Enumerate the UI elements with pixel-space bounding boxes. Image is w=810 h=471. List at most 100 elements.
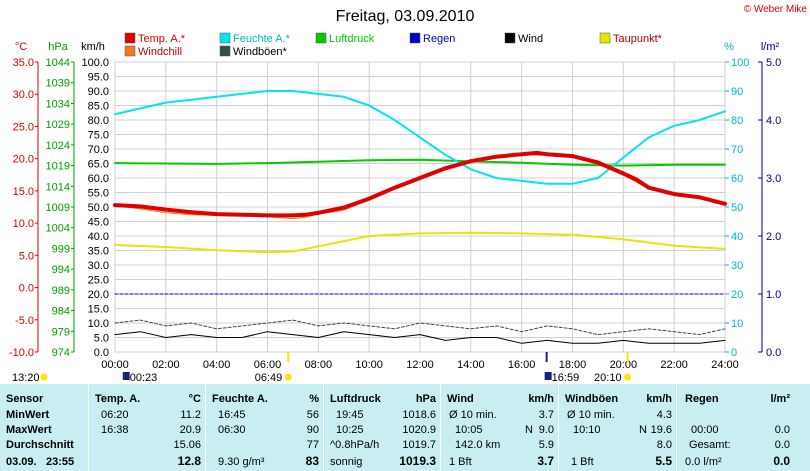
kmh-tick-label: 0.0	[94, 347, 109, 359]
percent-tick-label: 30	[731, 260, 743, 272]
kmh-tick-label: 10.0	[88, 318, 109, 330]
row-label-avg: Durchschnitt	[6, 439, 74, 451]
moon-time-b: 16:59	[552, 372, 580, 384]
sun-moon-row: 13:20 00:23 06:49 16:59 20:10	[12, 352, 632, 384]
percent-tick-label: 80	[731, 115, 743, 127]
kmh-unit: km/h	[81, 41, 105, 53]
row-label-max: MaxWert	[6, 424, 52, 436]
temp-avg-value: 15.06	[173, 439, 201, 451]
percent-tick-label: 90	[731, 86, 743, 98]
celsius-tick-label: 10.0	[13, 218, 34, 230]
x-tick-label: 16:00	[508, 359, 536, 371]
sunrise-time: 06:49	[255, 372, 283, 384]
percent-tick-label: 70	[731, 144, 743, 156]
wind-avg10-value: 3.7	[538, 409, 554, 421]
gust-max-value: 19.6	[650, 424, 672, 436]
kmh-tick-label: 25.0	[88, 275, 109, 287]
temp-min-value: 11.2	[180, 409, 201, 421]
hpa-tick-label: 994	[52, 264, 70, 276]
gust-max-dir: N	[639, 424, 647, 436]
gust-avg10-label: Ø 10 min.	[567, 409, 615, 421]
temp-max-value: 20.9	[179, 424, 201, 436]
hpa-tick-label: 1044	[46, 57, 70, 69]
x-tick-label: 10:00	[355, 359, 383, 371]
pressure-max-value: 1020.9	[402, 424, 436, 436]
row-label-now-date: 03.09.	[6, 456, 37, 468]
legend-swatch	[219, 45, 231, 57]
temp-min-time: 06:20	[101, 409, 129, 421]
moon-icon	[122, 372, 130, 380]
temp-header: Temp. A.	[95, 393, 141, 405]
legend-swatch	[315, 32, 327, 44]
pressure-header: Luftdruck	[330, 393, 381, 405]
celsius-tick-label: -10.0	[9, 347, 34, 359]
sensor-header: Sensor	[6, 393, 44, 405]
sensor-column: Sensor MinWert MaxWert Durchschnitt 03.0…	[0, 384, 88, 471]
kmh-tick-label: 95.0	[88, 72, 109, 84]
gust-current-value: 5.5	[655, 454, 672, 468]
rain-tick-label: 4.0	[766, 115, 781, 127]
wind-distance: 142.0 km	[455, 439, 501, 451]
pressure-trend: ^0.8hPa/h	[330, 439, 380, 451]
gust-unit: km/h	[646, 393, 672, 405]
gust-avg-value: 8.0	[656, 439, 672, 451]
gust-header: Windböen	[565, 393, 619, 405]
legend-label: Windchill	[138, 46, 182, 58]
percent-tick-label: 0	[731, 347, 737, 359]
moon-time-a: 00:23	[130, 372, 158, 384]
series-windb-en	[114, 319, 726, 336]
celsius-tick-label: 25.0	[13, 121, 34, 133]
kmh-tick-label: 5.0	[94, 333, 109, 345]
rain-unit: l/m²	[770, 393, 790, 405]
hpa-tick-label: 1034	[46, 98, 70, 110]
wind-max-value: 9.0	[538, 424, 554, 436]
hpa-tick-label: 1024	[46, 140, 70, 152]
row-label-min: MinWert	[6, 409, 50, 421]
kmh-tick-label: 65.0	[88, 159, 109, 171]
humidity-current-value: 83	[305, 454, 319, 468]
legend-label: Taupunkt*	[613, 33, 663, 45]
percent-tick-label: 50	[731, 202, 743, 214]
humidity-unit: %	[309, 393, 319, 405]
series-wind	[114, 331, 726, 344]
wind-current-value: 3.7	[537, 454, 554, 468]
wind-unit: km/h	[528, 393, 554, 405]
legend-swatch	[504, 32, 516, 44]
rain-max-value: 0.0	[774, 424, 790, 436]
celsius-tick-label: -5.0	[15, 315, 34, 327]
forecast-label: sonnig	[330, 456, 363, 468]
rain-max-time: 00:00	[691, 424, 719, 436]
axes: 00:00 02:00 04:00 06:00 08:00 10:00 12:00 14:00…	[9, 57, 781, 371]
credit-label: © Weber Mike	[744, 4, 808, 15]
kmh-tick-label: 90.0	[88, 86, 109, 98]
gust-column: Windböen km/h Ø 10 min. 4.3 10:10 N 19.6…	[558, 384, 676, 471]
kmh-tick-label: 40.0	[88, 231, 109, 243]
gust-beaufort: 1 Bft	[571, 456, 594, 468]
rain-total-value: 0.0	[774, 439, 790, 451]
hpa-unit: hPa	[48, 41, 68, 53]
kmh-tick-label: 75.0	[88, 130, 109, 142]
celsius-tick-label: 20.0	[13, 154, 34, 166]
x-tick-label: 20:00	[610, 359, 638, 371]
x-tick-label: 18:00	[559, 359, 587, 371]
wind-max-time: 10:05	[455, 424, 483, 436]
percent-tick-label: 20	[731, 289, 743, 301]
x-tick-label: 08:00	[305, 359, 333, 371]
hpa-tick-label: 1014	[46, 181, 70, 193]
legend-label: Regen	[423, 33, 455, 45]
hpa-tick-label: 984	[52, 306, 70, 318]
percent-tick-label: 100	[731, 57, 749, 69]
weather-chart: Freitag, 03.09.2010 © Weber Mike Temp. A…	[9, 4, 808, 384]
kmh-tick-label: 35.0	[88, 246, 109, 258]
kmh-tick-label: 30.0	[88, 260, 109, 272]
x-tick-label: 12:00	[406, 359, 434, 371]
humidity-abs-value: 9.30 g/m³	[218, 456, 265, 468]
legend-swatch	[219, 32, 231, 44]
rain-tick-label: 2.0	[766, 231, 781, 243]
sunset-time: 20:10	[594, 372, 622, 384]
hpa-tick-label: 1029	[46, 119, 70, 131]
x-tick-label: 06:00	[254, 359, 282, 371]
temp-max-time: 16:38	[101, 424, 129, 436]
legend-label: Luftdruck	[329, 33, 375, 45]
pressure-column: Luftdruck hPa 19:45 1018.6 10:25 1020.9 …	[323, 384, 440, 471]
